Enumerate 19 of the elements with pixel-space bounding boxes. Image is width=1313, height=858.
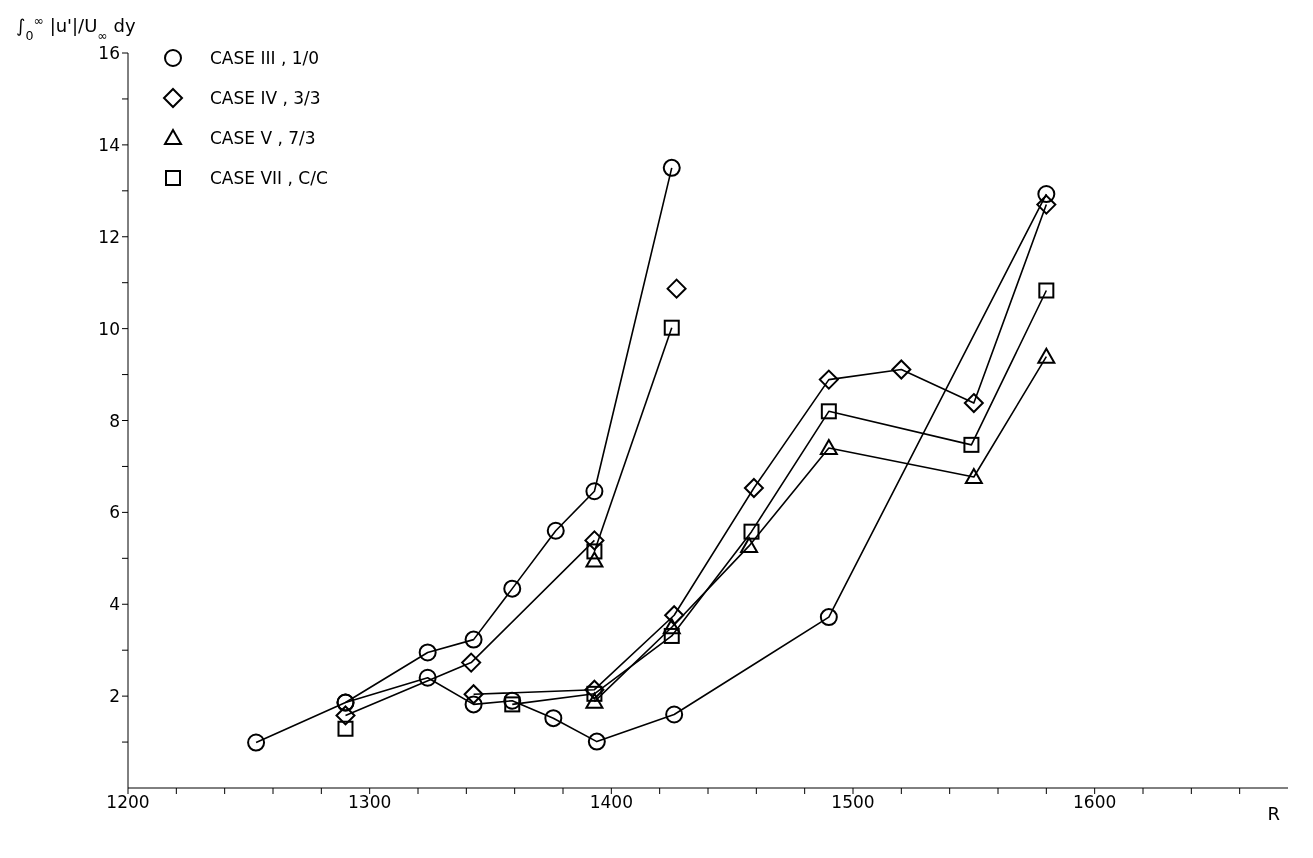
y-tick-label: 16 bbox=[98, 43, 120, 64]
y-tick-label: 10 bbox=[98, 318, 120, 339]
y-tick-label: 2 bbox=[109, 686, 120, 707]
y-tick-label: 14 bbox=[98, 134, 120, 155]
x-axis-title: R bbox=[1267, 803, 1280, 824]
x-tick-label: 1300 bbox=[348, 792, 392, 813]
legend-label: CASE V , 7/3 bbox=[210, 128, 316, 148]
y-tick-label: 6 bbox=[109, 502, 120, 523]
x-tick-label: 1400 bbox=[589, 792, 633, 813]
x-tick-label: 1500 bbox=[831, 792, 875, 813]
x-tick-label: 1600 bbox=[1073, 792, 1117, 813]
legend-label: CASE III , 1/0 bbox=[210, 48, 320, 68]
y-tick-label: 12 bbox=[98, 226, 120, 247]
x-tick-label: 1200 bbox=[106, 792, 150, 813]
legend-label: CASE VII , C/C bbox=[210, 168, 328, 188]
y-tick-label: 8 bbox=[109, 410, 120, 431]
y-tick-label: 4 bbox=[109, 594, 120, 615]
y-axis-title: ∫$_{0}$$^{∞}$ |u'|/U$_{∞}$ dy bbox=[16, 12, 137, 43]
legend-label: CASE IV , 3/3 bbox=[210, 88, 321, 108]
